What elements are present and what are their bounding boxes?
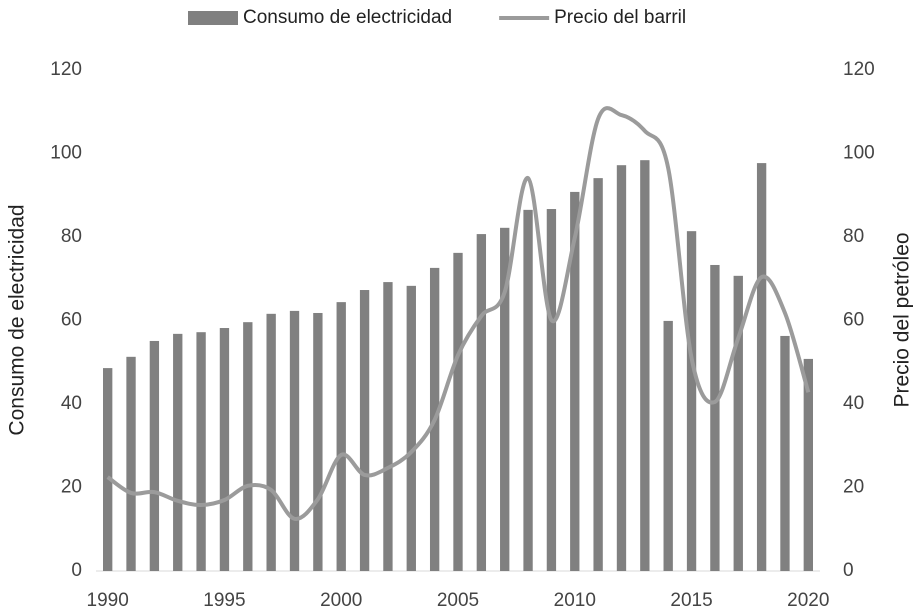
y-tick-label: 0: [71, 560, 82, 581]
bar: [546, 209, 557, 571]
bar: [196, 332, 206, 571]
bar: [663, 320, 673, 571]
bar: [780, 335, 790, 571]
bar: [289, 310, 300, 571]
y2-tick-label: 0: [843, 560, 854, 581]
bar: [593, 178, 603, 571]
y2-tick-label: 40: [843, 393, 864, 414]
bar: [453, 252, 463, 572]
y2-tick-label: 100: [843, 143, 875, 164]
y2-tick-label: 120: [843, 59, 875, 80]
x-tick-label: 2015: [670, 590, 712, 611]
bar: [523, 209, 533, 572]
bar: [570, 191, 580, 571]
y2-tick-label: 80: [843, 226, 864, 247]
y-tick-label: 100: [50, 143, 82, 164]
legend-label: Precio del barril: [554, 7, 686, 28]
bar: [126, 356, 136, 571]
bar: [313, 312, 323, 571]
legend-label: Consumo de electricidad: [243, 7, 452, 28]
bar: [336, 302, 346, 571]
bar: [616, 165, 627, 571]
bar: [383, 282, 393, 571]
y2-axis-title: Precio del petróleo: [891, 232, 914, 407]
legend-swatch: [188, 11, 238, 25]
y-tick-label: 20: [61, 477, 82, 498]
bar: [359, 290, 370, 571]
bar: [686, 231, 697, 571]
x-tick-label: 2005: [437, 590, 479, 611]
bar: [756, 163, 767, 572]
bar: [476, 234, 487, 571]
bar: [500, 227, 510, 571]
y2-tick-label: 60: [843, 310, 864, 331]
bar: [406, 285, 416, 571]
x-tick-label: 1995: [203, 590, 245, 611]
bar: [266, 313, 276, 571]
bar: [733, 275, 743, 571]
y-tick-label: 80: [61, 226, 82, 247]
y-axis-title: Consumo de electricidad: [6, 204, 29, 435]
y-tick-label: 40: [61, 393, 82, 414]
bar: [149, 340, 160, 571]
bar: [103, 368, 113, 571]
y2-tick-label: 20: [843, 477, 864, 498]
bar: [803, 358, 813, 571]
x-tick-label: 1990: [87, 590, 129, 611]
x-tick-label: 2020: [787, 590, 829, 611]
y-tick-label: 120: [50, 59, 82, 80]
x-tick-label: 2010: [554, 590, 596, 611]
line: [106, 106, 811, 521]
bar: [710, 264, 720, 571]
bar: [640, 160, 650, 571]
x-tick-label: 2000: [320, 590, 362, 611]
bar: [173, 333, 183, 571]
bar: [243, 322, 253, 571]
bar: [219, 328, 230, 571]
y-tick-label: 60: [61, 310, 82, 331]
